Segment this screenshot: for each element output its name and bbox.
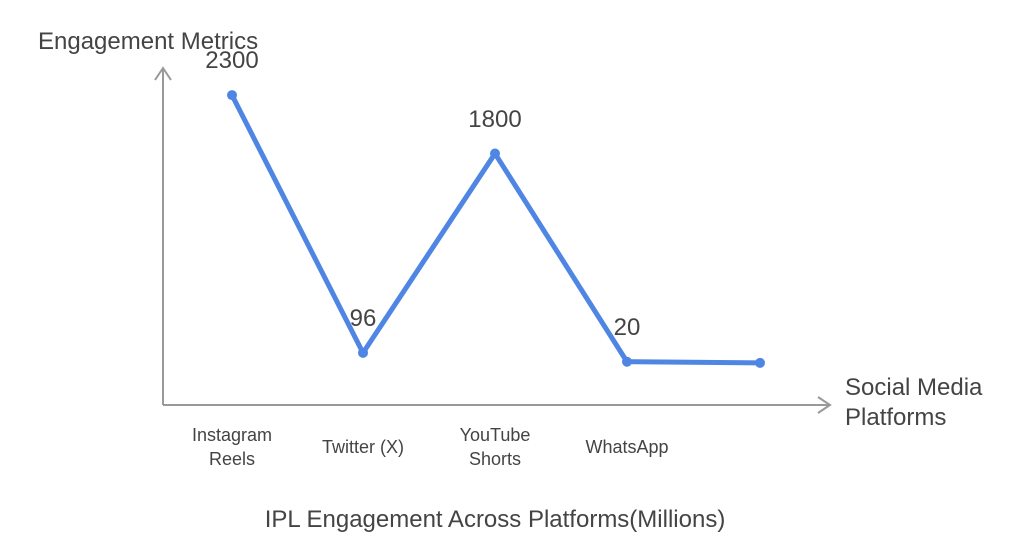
y-axis-arrow: [154, 66, 172, 81]
series-line: [227, 90, 765, 368]
data-point-1: [227, 90, 237, 101]
axes: [154, 66, 832, 414]
chart-title: IPL Engagement Across Platforms(Millions…: [264, 506, 726, 533]
data-label: 20: [613, 313, 641, 341]
x-axis-arrow: [817, 396, 832, 414]
series-path: [229, 92, 763, 366]
y-axis-title: Engagement Metrics: [38, 28, 259, 55]
x-tick-label: Twitter (X): [321, 437, 405, 457]
x-tick-label: YouTube Shorts: [459, 425, 531, 469]
x-tick-label: Instagram Reels: [191, 425, 273, 469]
data-point-3: [490, 148, 500, 159]
data-point-5: [755, 357, 765, 368]
data-label: 96: [349, 304, 377, 332]
data-point-4: [622, 356, 632, 367]
data-label: 1800: [468, 105, 522, 133]
x-axis-title: Social Media Platforms: [845, 374, 983, 431]
data-point-2: [358, 347, 368, 358]
data-label: 2300: [205, 47, 259, 75]
x-tick-label: WhatsApp: [585, 437, 669, 457]
